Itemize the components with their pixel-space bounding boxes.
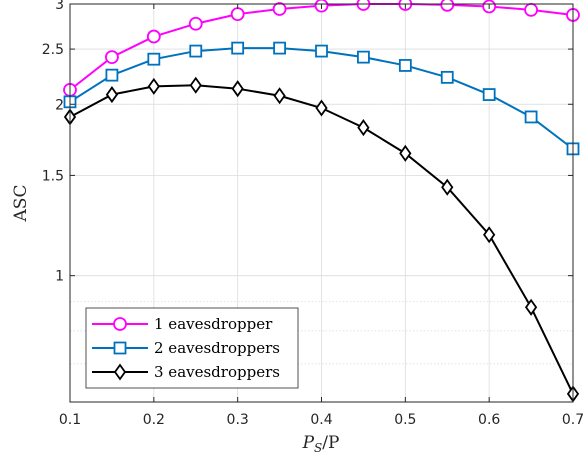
legend-swatch-marker (113, 363, 127, 381)
data-point (356, 0, 371, 11)
data-point (273, 87, 286, 105)
data-point (440, 70, 454, 84)
y-tick-labels: 1 1.5 2 2.5 3 (42, 0, 64, 285)
x-tick-label: 0.6 (478, 412, 500, 428)
data-point (483, 226, 496, 244)
data-point (482, 88, 496, 101)
data-point (315, 44, 328, 58)
axis-ticks (69, 3, 574, 402)
data-point (524, 2, 538, 17)
data-point (189, 44, 203, 58)
data-point (273, 41, 286, 55)
data-point (272, 2, 287, 16)
data-point (105, 86, 119, 104)
data-point (230, 7, 245, 21)
y-tick-label: 2.5 (42, 42, 64, 58)
legend-entry: 2 eavesdroppers (92, 339, 280, 357)
legend-entries: 1 eavesdropper 2 eavesdroppers 3 eavesdrop… (92, 315, 280, 381)
y-tick-label: 3 (55, 0, 64, 13)
legend: 1 eavesdropper 2 eavesdroppers 3 eavesdrop… (85, 307, 299, 389)
legend-entry: 1 eavesdropper (92, 315, 273, 333)
x-tick-label: 0.3 (227, 412, 249, 428)
legend-swatch-marker (113, 317, 127, 331)
data-point (188, 16, 203, 31)
x-tick-labels: 0.1 0.2 0.3 0.4 0.5 0.6 0.7 (59, 412, 584, 428)
data-point (440, 0, 455, 12)
data-point (105, 50, 119, 65)
x-axis-title: PS/P (302, 433, 340, 455)
data-point (147, 52, 161, 66)
data-point (105, 68, 119, 82)
data-point (357, 50, 370, 64)
series-2 (63, 41, 580, 156)
x-axis-title-main: P (302, 433, 315, 453)
legend-label: 3 eavesdroppers (154, 363, 280, 381)
data-point (524, 298, 538, 316)
x-axis-title-subscript: S (314, 441, 322, 455)
x-axis-title-denominator: /P (322, 433, 339, 453)
data-point (357, 119, 370, 137)
legend-label: 1 eavesdropper (154, 315, 273, 333)
x-tick-label: 0.7 (562, 412, 584, 428)
legend-entry: 3 eavesdroppers (92, 363, 280, 381)
y-tick-label: 1 (55, 269, 64, 285)
series-layer (63, 0, 580, 403)
data-point (146, 29, 161, 44)
x-tick-label: 0.2 (143, 412, 165, 428)
y-axis-title: ASC (11, 185, 31, 223)
data-point (231, 80, 244, 98)
data-point (524, 110, 538, 124)
x-tick-label: 0.1 (59, 412, 81, 428)
y-tick-label: 1.5 (42, 168, 64, 184)
y-tick-label: 2 (55, 97, 64, 113)
data-point (147, 77, 160, 95)
x-tick-label: 0.5 (394, 412, 416, 428)
data-point (315, 99, 328, 117)
legend-swatch-marker (113, 341, 127, 355)
data-point (189, 76, 202, 94)
data-point (441, 178, 454, 196)
legend-label: 2 eavesdroppers (154, 339, 280, 357)
x-tick-label: 0.4 (310, 412, 332, 428)
data-point (399, 144, 412, 162)
data-point (231, 41, 245, 55)
data-point (398, 59, 412, 72)
